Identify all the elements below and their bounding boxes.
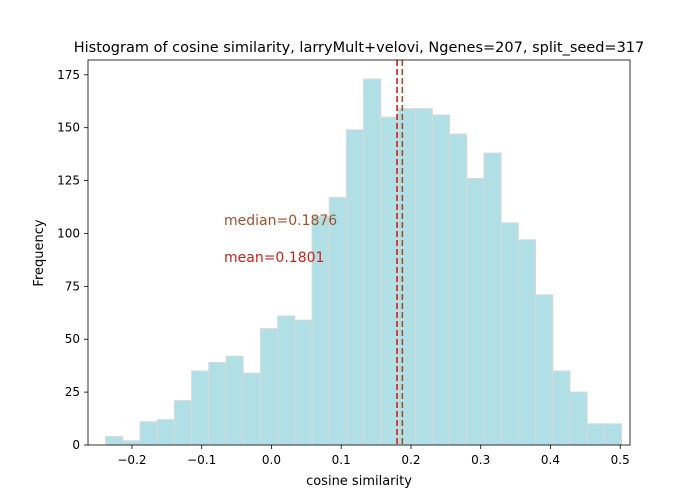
y-tick-label: 0 <box>72 438 80 452</box>
x-axis-label: cosine similarity <box>306 474 412 489</box>
histogram-bar <box>208 362 227 446</box>
x-tick-label: −0.2 <box>117 453 146 467</box>
histogram-bar <box>122 440 141 446</box>
histogram-bar <box>225 355 244 446</box>
histogram-bar <box>449 133 468 446</box>
x-tick-label: 0.1 <box>332 453 351 467</box>
histogram-bar <box>586 423 605 446</box>
annotations: median=0.1876 mean=0.1801 <box>224 213 337 266</box>
histogram-bar <box>431 114 451 446</box>
x-tick-label: −0.1 <box>187 453 216 467</box>
chart-title: Histogram of cosine similarity, larryMul… <box>74 40 645 56</box>
histogram-bar <box>603 423 623 446</box>
y-tick-label: 100 <box>57 226 80 240</box>
histogram-bar <box>552 370 571 446</box>
histogram-bars <box>105 78 623 446</box>
x-axis: −0.2 −0.1 0.0 0.1 0.2 0.3 0.4 0.5 <box>117 445 630 467</box>
reference-lines <box>396 60 404 445</box>
histogram-bar <box>259 328 279 446</box>
histogram-bar <box>380 116 399 446</box>
histogram-bar <box>483 152 502 446</box>
histogram-bar <box>397 108 416 446</box>
x-tick-label: 0.0 <box>262 453 281 467</box>
histogram-bar <box>242 372 261 446</box>
y-axis-label: Frequency <box>32 219 47 286</box>
histogram-bar <box>414 108 433 446</box>
histogram-bar <box>363 78 382 446</box>
x-tick-label: 0.4 <box>541 453 560 467</box>
mean-annotation: mean=0.1801 <box>224 250 324 266</box>
y-axis: 0 25 50 75 100 125 150 175 <box>57 68 88 452</box>
histogram-bar <box>277 315 296 446</box>
y-tick-label: 75 <box>65 279 80 293</box>
histogram-bar <box>139 421 158 446</box>
histogram-bar <box>191 370 210 446</box>
y-tick-label: 125 <box>57 174 80 188</box>
histogram-bar <box>173 400 193 446</box>
histogram-bar <box>105 436 124 446</box>
x-tick-label: 0.3 <box>471 453 490 467</box>
median-annotation: median=0.1876 <box>224 213 337 229</box>
histogram-bar <box>517 239 537 446</box>
histogram-bar <box>328 197 347 446</box>
histogram-bar <box>345 129 365 446</box>
x-tick-label: 0.5 <box>611 453 630 467</box>
histogram-bar <box>569 391 588 446</box>
histogram-bar <box>535 294 554 446</box>
y-tick-label: 175 <box>57 68 80 82</box>
x-tick-label: 0.2 <box>401 453 420 467</box>
y-tick-label: 150 <box>57 121 80 135</box>
y-tick-label: 25 <box>65 385 80 399</box>
histogram-bar <box>500 222 519 446</box>
plot-frame <box>87 59 631 446</box>
histogram-bar <box>294 319 313 446</box>
histogram-bar <box>156 419 175 446</box>
y-tick-label: 50 <box>65 332 80 346</box>
histogram-bar <box>466 177 485 446</box>
